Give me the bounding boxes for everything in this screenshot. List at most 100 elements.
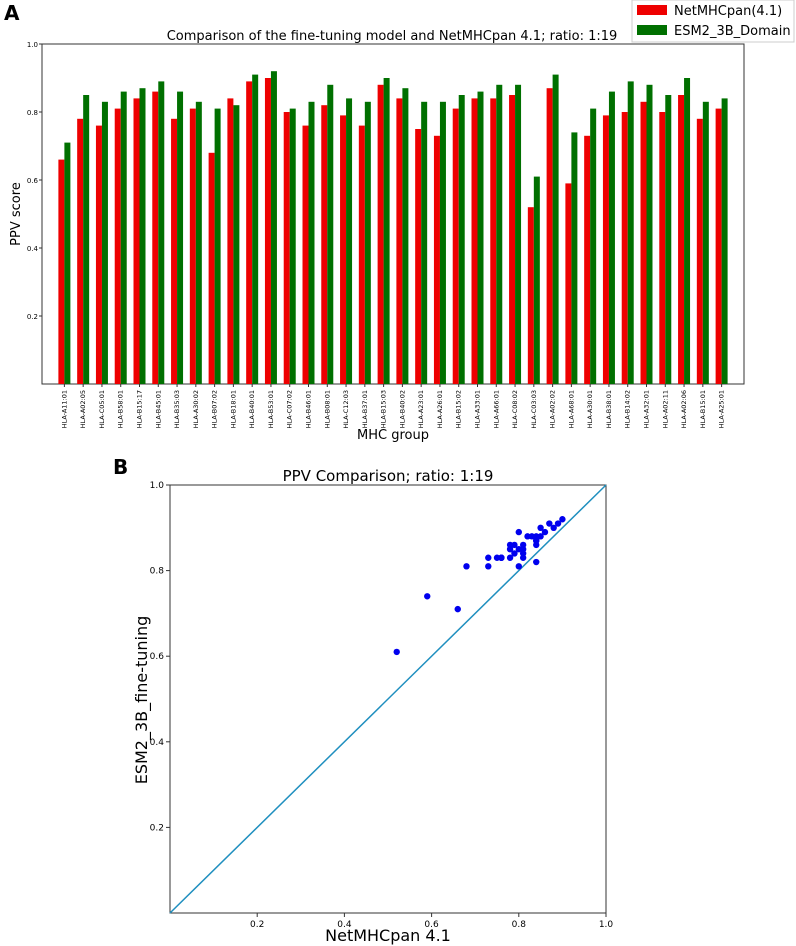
bar-x-tick-label: HLA-B38:01 xyxy=(605,390,613,428)
scatter-point xyxy=(546,520,553,527)
bar-esm2 xyxy=(402,88,409,384)
panel-b: B PPV Comparison; ratio: 1:19 0.20.40.60… xyxy=(113,455,613,945)
scatter-point xyxy=(541,528,549,536)
bar-netmhcpan xyxy=(283,112,290,384)
bar-x-tick-label: HLA-A68:01 xyxy=(567,390,575,428)
bar-x-tick-label: HLA-B15:02 xyxy=(455,390,463,428)
scatter-point xyxy=(485,554,492,561)
bar-esm2 xyxy=(120,91,127,384)
bar-esm2 xyxy=(590,108,597,384)
scatter-y-axis: 0.2 0.4 0.6 0.8 1.0 xyxy=(150,481,170,833)
bar-y-axis-label: PPV score xyxy=(9,182,24,246)
scatter-point xyxy=(515,528,522,536)
bar-x-tick-label: HLA-A23:01 xyxy=(417,390,425,428)
scatter-y-tick-label: 0.2 xyxy=(150,823,164,833)
panel-a: A Comparison of the fine-tuning model an… xyxy=(4,0,795,443)
bar-x-axis-label: MHC group xyxy=(357,428,429,443)
scatter-y-tick-label: 0.6 xyxy=(150,652,165,662)
bar-netmhcpan xyxy=(433,135,440,384)
bar-x-tick-label: HLA-C03:03 xyxy=(530,390,538,429)
bar-esm2 xyxy=(308,101,315,385)
bar-esm2 xyxy=(289,108,296,384)
bar-esm2 xyxy=(233,105,240,384)
bar-netmhcpan xyxy=(264,78,271,384)
bar-netmhcpan xyxy=(227,98,234,385)
bar-esm2 xyxy=(458,95,465,384)
bar-esm2 xyxy=(477,91,484,384)
bar-netmhcpan xyxy=(602,115,609,385)
bar-y-tick-label: 1.0 xyxy=(27,41,38,49)
bar-chart-title: Comparison of the fine-tuning model and … xyxy=(167,29,618,44)
bar-esm2 xyxy=(439,101,446,385)
bar-x-tick-label: HLA-A30:01 xyxy=(586,390,594,428)
bar-x-tick-label: HLA-A02:02 xyxy=(549,390,557,428)
bar-x-tick-label: HLA-A25:01 xyxy=(718,390,726,428)
legend-swatch-netmhcpan xyxy=(637,5,667,15)
legend-label-netmhcpan: NetMHCpan(4.1) xyxy=(674,4,782,19)
bar-netmhcpan xyxy=(527,207,534,384)
bar-esm2 xyxy=(496,84,503,385)
bar-legend: NetMHCpan(4.1) ESM2_3B_Domain xyxy=(631,0,795,43)
scatter-point xyxy=(485,563,492,570)
scatter-x-tick-label: 1.0 xyxy=(599,920,614,930)
bar-x-tick-label: HLA-C12:03 xyxy=(342,390,350,429)
bar-esm2 xyxy=(364,101,371,385)
bar-netmhcpan xyxy=(302,125,309,384)
bar-esm2 xyxy=(721,98,728,385)
bar-netmhcpan xyxy=(621,112,628,384)
bar-x-tick-label: HLA-A32:01 xyxy=(643,390,651,428)
bar-netmhcpan xyxy=(246,81,253,385)
scatter-point xyxy=(554,520,562,527)
bar-esm2 xyxy=(421,101,428,385)
scatter-x-tick-label: 0.2 xyxy=(250,920,264,930)
bar-x-tick-label: HLA-B08:01 xyxy=(323,390,331,428)
scatter-point xyxy=(533,558,540,566)
bar-x-tick-label: HLA-B18:01 xyxy=(229,390,237,428)
scatter-point xyxy=(550,524,557,531)
bar-x-tick-label: HLA-B40:01 xyxy=(248,390,256,428)
scatter-x-axis: 0.2 0.4 0.6 0.8 1.0 xyxy=(250,913,613,930)
bar-esm2 xyxy=(552,74,559,384)
bar-x-tick-label: HLA-B58:01 xyxy=(117,390,125,428)
bar-netmhcpan xyxy=(340,115,347,385)
scatter-point xyxy=(515,563,522,570)
bar-x-tick-label: HLA-B15:03 xyxy=(380,390,388,428)
bar-esm2 xyxy=(665,95,672,384)
bar-x-tick-label: HLA-B40:02 xyxy=(398,390,406,428)
scatter-point xyxy=(537,524,544,531)
bar-netmhcpan xyxy=(189,108,196,384)
bar-netmhcpan xyxy=(715,108,722,384)
bar-x-tick-label: HLA-B37:01 xyxy=(361,390,369,428)
bar-netmhcpan xyxy=(133,98,140,385)
scatter-point xyxy=(511,541,518,549)
scatter-x-tick-label: 0.8 xyxy=(512,920,527,930)
panel-b-label: B xyxy=(113,455,128,479)
bar-netmhcpan xyxy=(678,95,685,384)
bar-x-tick-label: HLA-C08:02 xyxy=(511,390,519,429)
bar-esm2 xyxy=(101,101,108,385)
scatter-point xyxy=(559,516,566,523)
bar-y-tick-label: 0.4 xyxy=(27,245,39,253)
bar-netmhcpan xyxy=(396,98,403,385)
bar-esm2 xyxy=(684,78,691,384)
bar-x-tick-label: HLA-B14:02 xyxy=(624,390,632,428)
scatter-point xyxy=(454,605,461,613)
bar-netmhcpan xyxy=(415,129,422,384)
scatter-title: PPV Comparison; ratio: 1:19 xyxy=(283,467,494,485)
scatter-point xyxy=(424,593,431,600)
bar-netmhcpan xyxy=(77,118,84,385)
bar-esm2 xyxy=(346,98,353,385)
bar-esm2 xyxy=(214,108,221,384)
bar-x-tick-label: HLA-B07:02 xyxy=(211,390,219,428)
bar-esm2 xyxy=(627,81,634,385)
panel-a-label: A xyxy=(4,1,20,25)
bar-esm2 xyxy=(608,91,615,384)
bar-netmhcpan xyxy=(490,98,497,385)
bar-x-tick-label: HLA-A02:11 xyxy=(661,390,669,428)
bar-y-tick-label: 0.2 xyxy=(27,313,38,321)
scatter-point xyxy=(393,648,400,656)
bar-x-axis: HLA-A11:01 HLA-A02:05 HLA-C05:01 HLA-B58:01… xyxy=(60,384,726,429)
scatter-point xyxy=(493,554,501,561)
bar-x-tick-label: HLA-A02:05 xyxy=(79,390,87,428)
bar-x-tick-label: HLA-A30:02 xyxy=(192,390,200,428)
